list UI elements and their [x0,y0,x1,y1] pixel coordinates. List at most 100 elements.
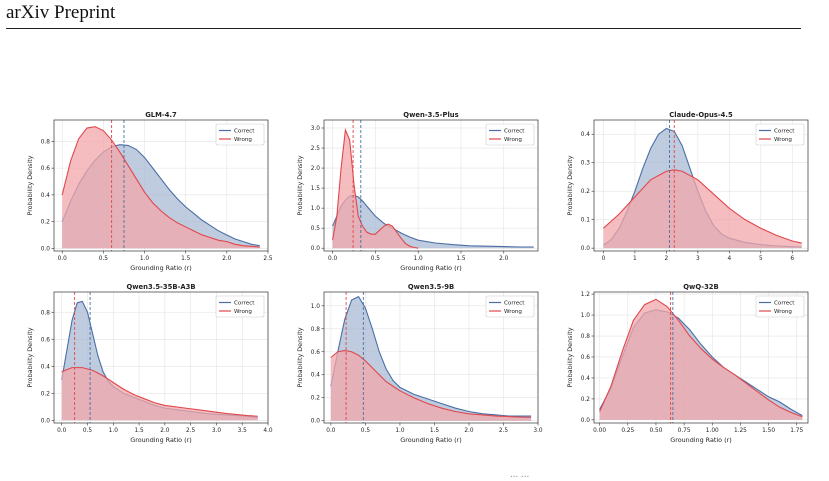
chart-panel-glm-4-7: 0.0 0.5 1.0 1.5 2.0 2.5 0.0 0.2 0.4 0.6 0.8 GLM-4.7… [20,110,273,275]
y-tick-label: 0.4 [311,373,321,379]
x-tick-label: 0.0 [57,428,67,434]
wrong-density-area [330,350,532,421]
y-tick-label: 2.5 [311,146,321,152]
x-tick-label: 2.0 [464,428,474,434]
legend-label-correct: Correct [234,301,255,307]
legend-label-wrong: Wrong [774,137,792,143]
y-tick-label: 0.8 [41,310,51,316]
x-tick-label: 4 [727,256,731,262]
x-tick-label: 1.50 [762,428,775,434]
y-tick-label: 1.5 [311,186,321,192]
y-axis-label: Probability Density [26,327,34,387]
y-tick-label: 3.0 [311,126,321,132]
density-chart: 0.0 0.5 1.0 1.5 2.0 2.5 3.0 0.0 0.2 0.4 0.6 0.8 1.0 Q… [296,283,543,444]
x-tick-label: 5 [759,256,763,262]
chart-panel-qwen3-5-35b-a3b: 0.0 0.5 1.0 1.5 2.0 2.5 3.0 3.5 4.0 0.0 0.2 0.4 0.6 0… [20,282,273,447]
plot-frame [323,291,539,424]
x-tick-label: 0.25 [621,428,634,434]
x-tick-label: 2.5 [186,428,196,434]
chart-title: Qwen3.5-35B-A3B [127,283,196,291]
wrong-density-line [332,127,419,249]
x-tick-label: 1.5 [134,428,144,434]
wrong-density-area [332,130,419,249]
y-tick-label: 0.6 [41,337,51,343]
x-tick-label: 1.00 [706,428,719,434]
x-tick-label: 0.75 [678,428,691,434]
x-tick-label: 1.0 [109,428,119,434]
wrong-density-line [599,298,803,418]
density-chart: 0 1 2 3 4 5 6 0.0 0.1 0.2 0.3 0.4 Claude-Opus-4.5 Pro… [566,111,809,262]
x-tick-label: 2.5 [263,256,273,262]
x-tick-label: 0.5 [371,256,381,262]
legend-label-correct: Correct [234,129,255,135]
x-tick-label: 3.5 [238,428,248,434]
y-tick-label: 0.0 [581,246,591,252]
y-axis-label: Probability Density [296,327,304,387]
x-tick-label: 1.0 [140,256,150,262]
y-tick-label: 0.4 [41,193,51,199]
legend-label-wrong: Wrong [504,309,522,315]
y-axis-label: Probability Density [566,327,574,387]
y-tick-label: 0.8 [581,334,591,340]
correct-density-line [330,295,532,417]
x-tick-label: 1.5 [181,256,191,262]
wrong-density-area [603,169,802,249]
x-tick-label: 1.25 [734,428,747,434]
wrong-density-line [61,126,260,248]
chart-title: Claude-Opus-4.5 [669,111,733,119]
y-tick-label: 0.4 [581,132,591,138]
x-tick-label: 2.0 [222,256,232,262]
legend-label-wrong: Wrong [504,137,522,143]
plot-frame [593,291,809,424]
density-chart: 0.0 0.5 1.0 1.5 2.0 2.5 3.0 3.5 4.0 0.0 0.2 0.4 0.6 0… [26,283,273,444]
x-tick-label: 0 [602,256,606,262]
plot-frame [53,119,269,252]
y-tick-label: 0.6 [311,350,321,356]
y-tick-label: 0.4 [581,376,591,382]
y-axis-label: Probability Density [26,155,34,215]
x-axis-label: Grounding Ratio (r) [400,264,461,272]
y-axis-label: Probability Density [566,155,574,215]
y-tick-label: 0.2 [311,396,321,402]
wrong-density-line [61,367,258,417]
y-tick-label: 1.2 [581,292,591,298]
legend-box [485,295,535,318]
y-tick-label: 0.2 [581,397,591,403]
y-tick-label: 0.0 [311,419,321,425]
y-tick-label: 1.0 [311,304,321,310]
y-tick-label: 1.0 [581,313,591,319]
legend-label-correct: Correct [504,301,525,307]
x-tick-label: 0.5 [99,256,109,262]
x-axis-label: Grounding Ratio (r) [130,436,191,444]
x-tick-label: 1.0 [414,256,424,262]
chart-title: Qwen-3.5-Plus [403,111,458,119]
x-axis-label: Grounding Ratio (r) [130,264,191,272]
header-rule [6,28,801,29]
y-tick-label: 0.5 [311,226,321,232]
legend-label-wrong: Wrong [234,309,252,315]
page-header: arXiv Preprint [6,2,116,23]
x-tick-label: 2.0 [160,428,170,434]
x-tick-label: 3.0 [533,428,543,434]
x-tick-label: 1.5 [430,428,440,434]
legend-label-correct: Correct [504,129,525,135]
plot-frame [323,119,539,252]
x-tick-label: 1.0 [395,428,405,434]
chart-panel-claude-opus-4-5: 0 1 2 3 4 5 6 0.0 0.1 0.2 0.3 0.4 Claude-Opus-4.5 Pro… [560,110,812,275]
x-tick-label: 4.0 [263,428,273,434]
wrong-density-area [599,299,803,420]
x-tick-label: 1.75 [790,428,803,434]
legend-box [755,295,805,318]
density-chart: 0.00 0.25 0.50 0.75 1.00 1.25 1.50 1.75 0.0 0.2 0.… [566,283,809,444]
y-tick-label: 1.0 [311,206,321,212]
y-tick-label: 0.8 [311,327,321,333]
x-tick-label: 2 [665,256,669,262]
caption-fragment: ... ... [510,468,530,480]
chart-title: Qwen3.5-9B [408,283,454,291]
legend-box [485,123,535,146]
x-tick-label: 0.0 [328,256,338,262]
y-tick-label: 0.1 [581,218,591,224]
x-tick-label: 6 [790,256,794,262]
plot-frame [593,119,809,252]
x-tick-label: 0.5 [83,428,93,434]
